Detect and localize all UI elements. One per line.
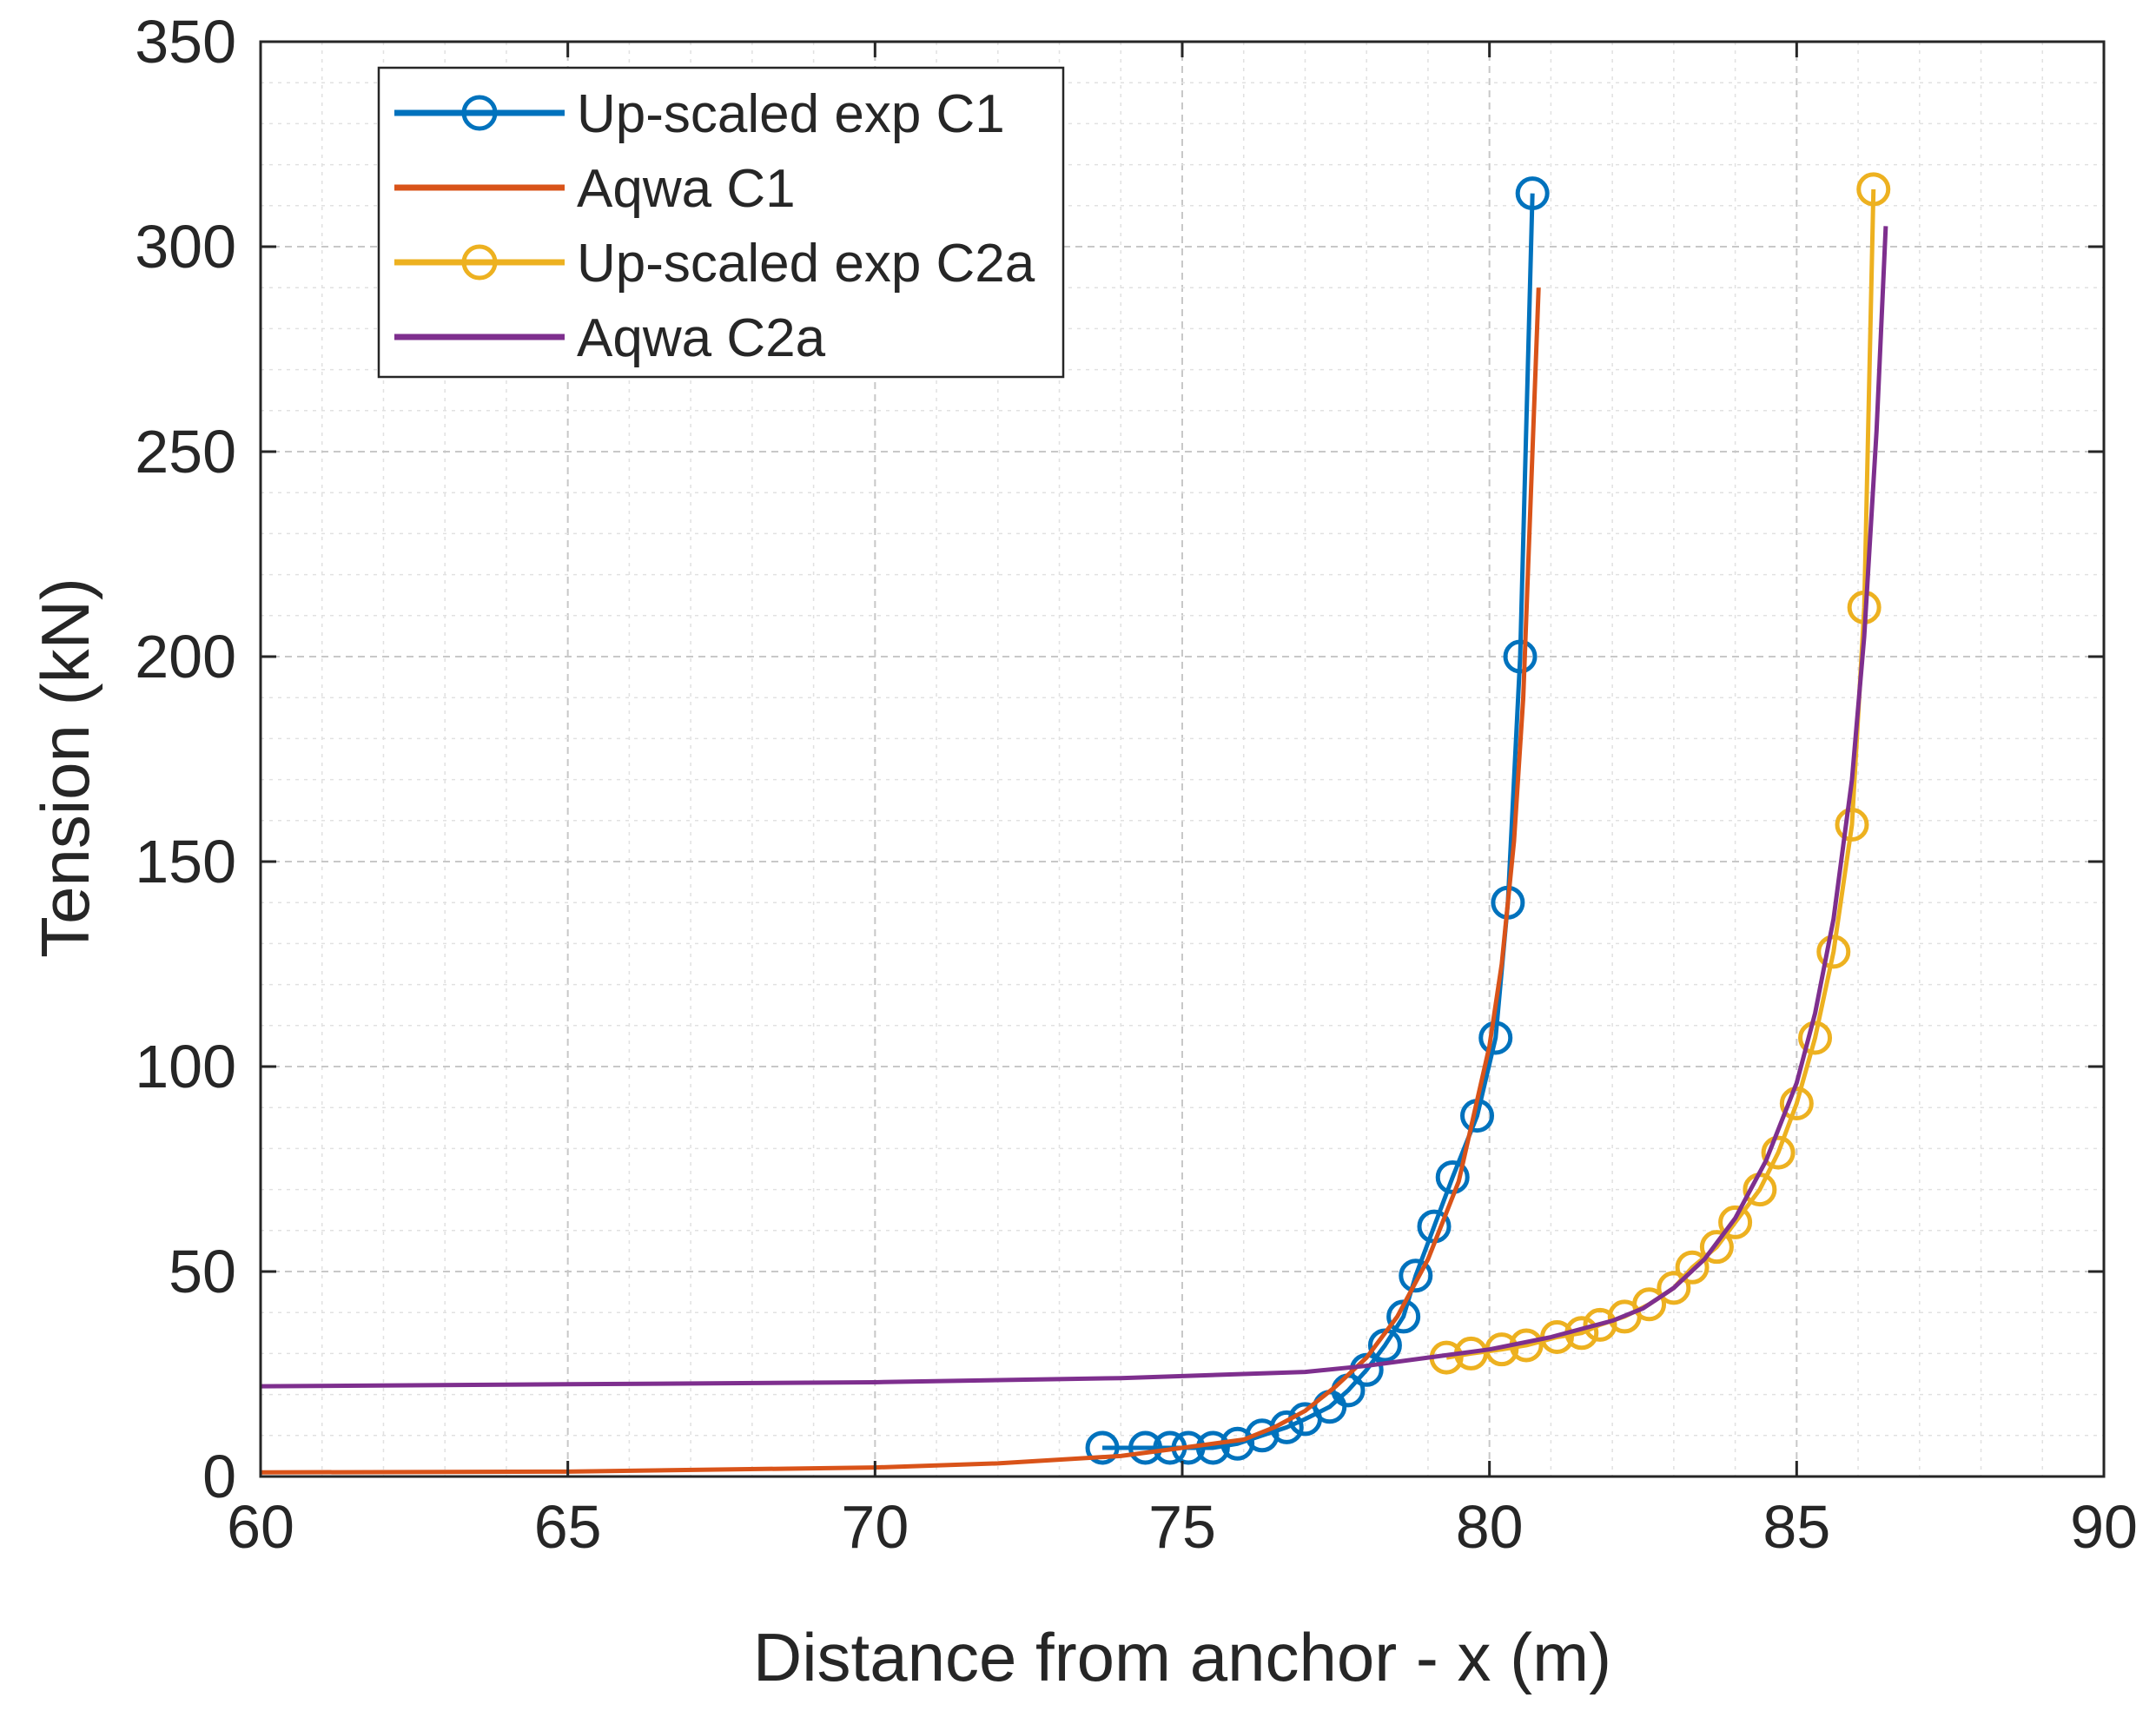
legend-label: Aqwa C2a — [577, 308, 826, 368]
series-line — [260, 226, 1888, 1389]
y-tick-label: 300 — [135, 213, 236, 281]
data-point-marker — [1835, 808, 1869, 842]
x-tick-label: 90 — [2070, 1493, 2138, 1561]
plot-series — [260, 172, 1891, 1475]
x-tick-label: 60 — [227, 1493, 294, 1561]
series-aqwa-c1 — [260, 287, 1541, 1475]
data-point-marker — [1515, 176, 1550, 211]
y-tick-label: 0 — [202, 1443, 236, 1510]
x-tick-label: 85 — [1762, 1493, 1830, 1561]
series-line — [260, 287, 1541, 1475]
x-axis-title: Distance from anchor - x (m) — [753, 1619, 1611, 1695]
series-line — [1445, 188, 1876, 1360]
data-point-marker — [1657, 1271, 1691, 1305]
data-point-marker — [1798, 1021, 1833, 1055]
y-tick-label: 100 — [135, 1033, 236, 1100]
data-point-marker — [1856, 172, 1891, 207]
data-point-marker — [1699, 1230, 1734, 1265]
data-point-marker — [1128, 1430, 1163, 1465]
data-point-marker — [1503, 639, 1538, 674]
x-tick-label: 80 — [1456, 1493, 1524, 1561]
y-tick-label: 250 — [135, 418, 236, 486]
x-tick-label: 65 — [534, 1493, 602, 1561]
legend-label: Aqwa C1 — [577, 159, 796, 219]
data-point-marker — [1675, 1250, 1710, 1285]
series-aqwa-c2a — [260, 226, 1888, 1389]
data-point-marker — [1816, 935, 1851, 969]
legend: Up-scaled exp C1 Aqwa C1 Up-scaled exp C2a… — [377, 66, 1065, 379]
legend-entries: Up-scaled exp C1 Aqwa C1 Up-scaled exp C2a… — [394, 84, 1035, 368]
x-tick-label: 75 — [1148, 1493, 1216, 1561]
data-point-marker — [1478, 1021, 1513, 1055]
data-point-marker — [1632, 1287, 1667, 1322]
y-axis-title: Tension (kN) — [27, 578, 103, 958]
y-tick-label: 50 — [169, 1238, 236, 1305]
y-tick-label: 200 — [135, 623, 236, 690]
legend-entry: Up-scaled exp C1 — [394, 84, 1005, 144]
legend-label: Up-scaled exp C2a — [577, 234, 1035, 294]
data-point-marker — [1085, 1430, 1120, 1465]
legend-entry: Up-scaled exp C2a — [394, 234, 1035, 294]
legend-swatch-marker — [461, 244, 498, 281]
legend-label: Up-scaled exp C1 — [577, 84, 1005, 144]
legend-entry: Aqwa C2a — [394, 308, 826, 368]
x-tick-label: 70 — [841, 1493, 909, 1561]
data-point-marker — [1761, 1135, 1796, 1170]
axis-ticks: 60 65 70 75 80 85 90 0 50 100 150 200 250 300 350 — [135, 8, 2138, 1561]
legend-entry: Aqwa C1 — [394, 159, 796, 219]
y-tick-label: 350 — [135, 8, 236, 76]
data-point-marker — [1718, 1205, 1753, 1239]
y-tick-label: 150 — [135, 828, 236, 895]
data-point-marker — [1399, 1258, 1433, 1293]
series-up-scaled-exp-c2a — [1429, 172, 1891, 1375]
legend-swatch-marker — [461, 95, 498, 131]
